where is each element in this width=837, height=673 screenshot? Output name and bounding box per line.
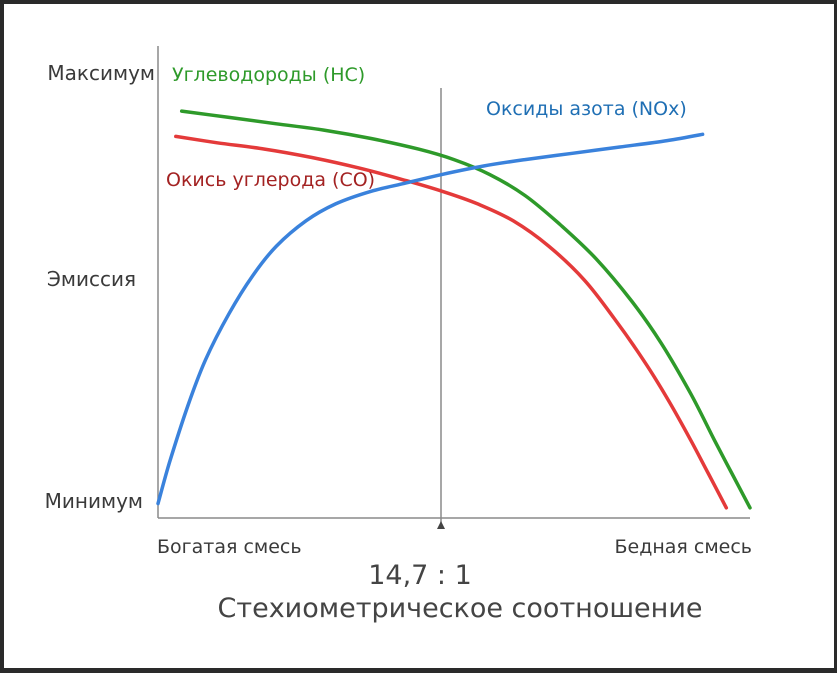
series-label-nox: Оксиды азота (NOx) xyxy=(486,98,687,120)
x-tick-label-rich: Богатая смесь xyxy=(157,536,302,558)
series-label-hc: Углеводороды (HC) xyxy=(172,64,365,86)
y-tick-label-max: Максимум xyxy=(47,61,155,85)
series-line-hc xyxy=(179,109,752,510)
y-axis-label: Эмиссия xyxy=(47,267,136,291)
x-tick-label-lean: Бедная смесь xyxy=(614,536,752,558)
series-line-nox xyxy=(156,132,705,506)
series-line-co xyxy=(174,134,729,510)
series-layer xyxy=(156,109,752,510)
series-label-co: Окись углерода (CO) xyxy=(166,169,375,191)
axes xyxy=(157,46,750,529)
y-tick-label-min: Минимум xyxy=(45,489,143,513)
text-labels: Максимум Эмиссия Минимум Богатая смесь Б… xyxy=(45,61,752,624)
stoichiometric-ratio-label: 14,7 : 1 xyxy=(368,560,472,591)
x-axis-label: Стехиометрическое соотношение xyxy=(218,593,703,624)
stoichiometric-marker xyxy=(437,521,445,529)
